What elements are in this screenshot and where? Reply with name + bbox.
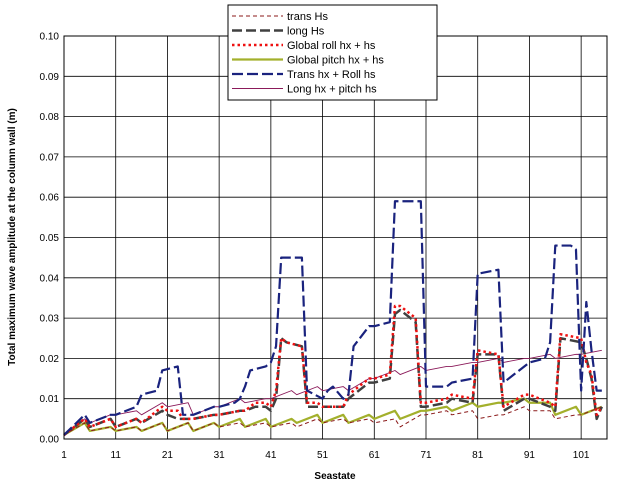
y-tick-label: 0.03: [40, 314, 60, 325]
x-tick-label: 71: [420, 450, 432, 461]
x-tick-labels: 1 11 21 31 41 51 61 71 81 91 101: [61, 450, 590, 461]
legend-label: Long hx + pitch hs: [287, 84, 377, 96]
legend-label: long Hs: [287, 26, 325, 38]
x-tick-label: 41: [265, 450, 277, 461]
y-tick-label: 0.04: [40, 273, 60, 284]
legend-label: trans Hs: [287, 11, 328, 23]
legend: trans Hs long Hs Global roll hx + hs Global…: [227, 4, 438, 101]
x-tick-label: 51: [317, 450, 329, 461]
x-tick-label: 81: [472, 450, 484, 461]
y-tick-label: 0.00: [40, 435, 60, 446]
y-tick-label: 0.01: [40, 394, 60, 405]
x-tick-label: 91: [524, 450, 536, 461]
series-line: [63, 308, 603, 436]
y-tick-label: 0.09: [40, 72, 60, 83]
series-line: [63, 304, 603, 436]
y-axis-title: Total maximum wave amplitude at the colu…: [7, 108, 18, 366]
legend-label: Trans hx + Roll hs: [287, 69, 376, 81]
x-tick-label: 61: [369, 450, 381, 461]
y-tick-label: 0.08: [40, 112, 60, 123]
x-axis-title: Seastate: [314, 471, 356, 481]
series-line: [63, 406, 603, 436]
legend-box: [227, 4, 438, 101]
x-tick-label: 101: [573, 450, 590, 461]
y-tick-label: 0.05: [40, 233, 60, 244]
series-line: [63, 200, 602, 436]
legend-label: Global pitch hx + hs: [287, 55, 384, 67]
legend-label: Global roll hx + hs: [287, 40, 376, 52]
x-tick-label: 31: [214, 450, 226, 461]
y-tick-label: 0.10: [40, 32, 60, 43]
y-tick-labels: 0.00 0.01 0.02 0.03 0.04 0.05 0.06 0.07 0.08 0.09…: [40, 32, 60, 446]
x-tick-label: 11: [111, 450, 122, 461]
series-lines: [63, 200, 603, 436]
x-tick-label: 21: [162, 450, 174, 461]
y-tick-label: 0.07: [40, 152, 60, 163]
y-tick-label: 0.02: [40, 354, 60, 365]
y-tick-label: 0.06: [40, 193, 60, 204]
series-line: [63, 349, 602, 436]
x-tick-label: 1: [61, 450, 67, 461]
